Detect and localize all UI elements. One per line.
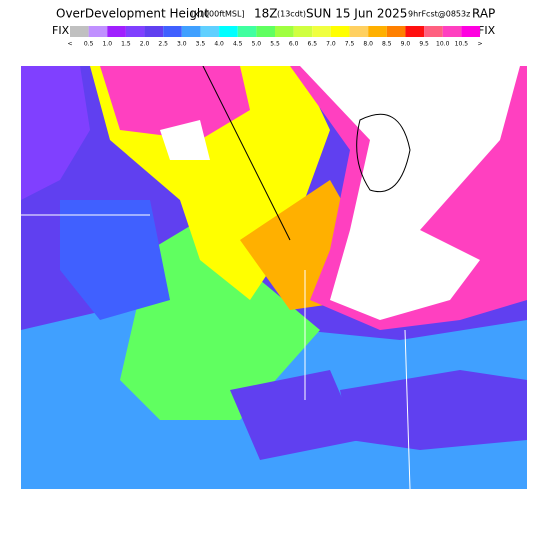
fix-left: FIX bbox=[52, 24, 70, 37]
legend-label: 7.5 bbox=[345, 41, 355, 48]
legend-label: 8.0 bbox=[363, 41, 373, 48]
legend-swatch bbox=[237, 26, 257, 37]
date: SUN 15 Jun 2025 bbox=[306, 7, 407, 21]
legend-swatch bbox=[349, 26, 369, 37]
legend-swatch bbox=[275, 26, 294, 37]
local-time: (13cdt) bbox=[277, 10, 306, 19]
legend-swatch bbox=[256, 26, 275, 37]
legend-swatch bbox=[200, 26, 220, 37]
legend-label: 6.0 bbox=[289, 41, 299, 48]
legend-swatch bbox=[107, 26, 126, 37]
legend-swatch bbox=[386, 26, 406, 37]
legend-label: 4.5 bbox=[233, 41, 243, 48]
legend-label: 3.0 bbox=[177, 41, 187, 48]
legend-label: 2.0 bbox=[140, 41, 150, 48]
legend-swatch bbox=[88, 26, 108, 37]
map bbox=[21, 66, 527, 489]
field-white-small bbox=[160, 120, 210, 160]
field-blue-west bbox=[60, 200, 170, 320]
legend-swatch bbox=[461, 26, 480, 37]
legend-label: 8.5 bbox=[382, 41, 392, 48]
field-white bbox=[300, 66, 520, 320]
model: RAP bbox=[472, 7, 495, 21]
legend: <0.5 1.0 1.5 2.0 2.5 3.0 3.5 4.0 4.5 5.0 5.5 6.0 6.5… bbox=[67, 26, 483, 48]
fix-right: FIX bbox=[478, 24, 496, 37]
legend-label: 1.0 bbox=[102, 41, 112, 48]
legend-label: 10.0 bbox=[436, 41, 450, 48]
legend-swatch bbox=[219, 26, 238, 37]
field-purple-south bbox=[230, 370, 360, 460]
legend-swatch bbox=[163, 26, 182, 37]
legend-label: 0.5 bbox=[84, 41, 94, 48]
legend-label: > bbox=[477, 41, 482, 48]
legend-label: 4.0 bbox=[214, 41, 224, 48]
field-violet bbox=[21, 66, 90, 200]
legend-swatch bbox=[424, 26, 443, 37]
legend-label: 5.0 bbox=[252, 41, 262, 48]
legend-swatch bbox=[368, 26, 387, 37]
legend-swatch bbox=[144, 26, 164, 37]
legend-label: 9.5 bbox=[419, 41, 429, 48]
legend-swatch bbox=[293, 26, 313, 37]
legend-swatch bbox=[330, 26, 350, 37]
coastlines bbox=[202, 66, 411, 241]
legend-label: 7.0 bbox=[326, 41, 336, 48]
legend-label: 3.5 bbox=[196, 41, 206, 48]
legend-label: 5.5 bbox=[270, 41, 280, 48]
legend-swatch bbox=[181, 26, 201, 37]
legend-label: 6.5 bbox=[307, 41, 317, 48]
field-green bbox=[120, 220, 320, 420]
legend-swatch bbox=[70, 26, 89, 37]
time: 18Z bbox=[254, 7, 278, 21]
legend-swatch bbox=[312, 26, 331, 37]
boundaries bbox=[21, 214, 411, 489]
legend-swatch bbox=[442, 26, 462, 37]
title: OverDevelopment Height bbox=[56, 7, 209, 21]
units: [x1000ftMSL] bbox=[191, 10, 245, 19]
legend-label: 1.5 bbox=[121, 41, 131, 48]
legend-swatch bbox=[125, 26, 145, 37]
legend-label: 10.5 bbox=[455, 41, 469, 48]
legend-swatch bbox=[405, 26, 425, 37]
legend-label: 2.5 bbox=[158, 41, 168, 48]
legend-label: 9.0 bbox=[401, 41, 411, 48]
legend-label: < bbox=[67, 41, 72, 48]
field-purple-east bbox=[340, 370, 527, 450]
forecast: 9hrFcst@0853z bbox=[408, 10, 470, 19]
